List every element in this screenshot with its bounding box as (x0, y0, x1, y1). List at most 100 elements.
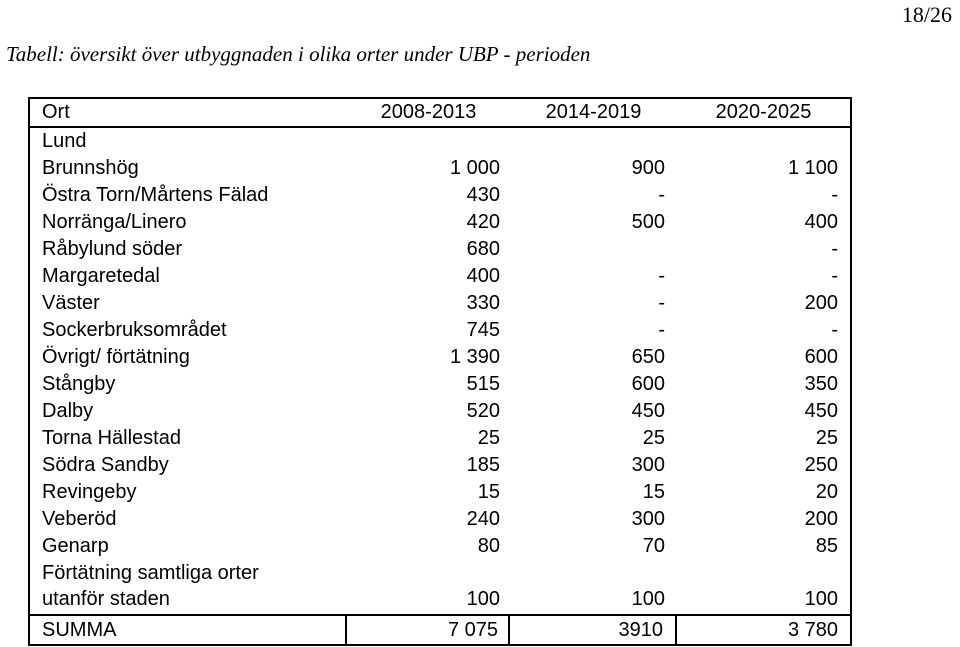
cell-period-2: - (658, 265, 665, 287)
cell-period-1: 100 (466, 588, 500, 610)
cell-period-1: 1 000 (449, 157, 500, 179)
header-ort: Ort (42, 101, 70, 123)
cell-period-3: - (831, 265, 838, 287)
cell-period-3: - (831, 238, 838, 260)
row-label: Råbylund söder (42, 238, 183, 260)
cell-period-2: - (658, 319, 665, 341)
cell-period-2: 15 (642, 481, 665, 503)
table-row: Norränga/Linero 420 500 400 (30, 209, 850, 236)
cell-period-3: 25 (815, 427, 838, 449)
row-label: Väster (42, 292, 100, 314)
cell-period-1: 400 (466, 265, 500, 287)
row-label: Genarp (42, 535, 109, 557)
row-label: Revingeby (42, 481, 137, 503)
cell-period-2: 100 (631, 588, 665, 610)
cell-period-3: 85 (815, 535, 838, 557)
table-summary-row: SUMMA 7 075 3910 3 780 (30, 614, 850, 644)
table-row: Råbylund söder 680 - (30, 236, 850, 263)
cell-period-1: 185 (466, 454, 500, 476)
row-label: Övrigt/ förtätning (42, 346, 190, 368)
cell-period-3: 20 (815, 481, 838, 503)
cell-period-2: 500 (631, 211, 665, 233)
table-header-row: Ort 2008-2013 2014-2019 2020-2025 (30, 99, 850, 128)
cell-period-1: 430 (466, 184, 500, 206)
cell-period-3: 1 100 (787, 157, 838, 179)
cell-period-1: 515 (466, 373, 500, 395)
cell-period-2: 600 (631, 373, 665, 395)
table-caption: Tabell: översikt över utbyggnaden i olik… (6, 42, 591, 66)
table-row: Genarp 80 70 85 (30, 533, 850, 560)
table-row: Lund (30, 128, 850, 155)
cell-period-3: 100 (804, 588, 838, 610)
cell-period-1: 520 (466, 400, 500, 422)
table-row: Väster 330 - 200 (30, 290, 850, 317)
summary-label: SUMMA (30, 616, 347, 644)
table-body: Lund Brunnshög 1 000 900 1 100 Östra Torn/Mår… (30, 128, 850, 560)
cell-period-3: 200 (804, 292, 838, 314)
table-row: Stångby 515 600 350 (30, 371, 850, 398)
table-row: Margaretedal 400 - - (30, 263, 850, 290)
summary-period-2: 3910 (510, 616, 677, 644)
row-label-line2: utanför staden (42, 588, 170, 610)
row-label: Brunnshög (42, 157, 139, 179)
header-period-2: 2014-2019 (545, 101, 642, 123)
table-row: Veberöd 240 300 200 (30, 506, 850, 533)
row-label: Veberöd (42, 508, 117, 530)
cell-period-1: 420 (466, 211, 500, 233)
cell-period-1 (347, 128, 510, 155)
cell-period-3: 450 (804, 400, 838, 422)
table-row: Övrigt/ förtätning 1 390 650 600 (30, 344, 850, 371)
cell-period-2: 300 (631, 454, 665, 476)
cell-period-2: 650 (631, 346, 665, 368)
cell-period-2: 900 (631, 157, 665, 179)
table-row: Östra Torn/Mårtens Fälad 430 - - (30, 182, 850, 209)
row-label-multiline: Förtätning samtliga orter utanför staden (30, 560, 347, 614)
overview-table: Ort 2008-2013 2014-2019 2020-2025 Lund Br… (28, 97, 852, 646)
row-label: Stångby (42, 373, 116, 395)
cell-period-3 (677, 128, 850, 155)
cell-period-3: 250 (804, 454, 838, 476)
summary-period-1: 7 075 (347, 616, 510, 644)
cell-period-1: 745 (466, 319, 500, 341)
row-label: Lund (42, 130, 87, 152)
row-label: Torna Hällestad (42, 427, 181, 449)
row-label: Margaretedal (42, 265, 160, 287)
cell-period-1: 80 (477, 535, 500, 557)
row-label: Sockerbruksområdet (42, 319, 227, 341)
cell-period-2: - (658, 292, 665, 314)
cell-period-2 (510, 128, 677, 155)
row-label: Östra Torn/Mårtens Fälad (42, 184, 269, 206)
row-label: Dalby (42, 400, 94, 422)
cell-period-1: 330 (466, 292, 500, 314)
table-row: Revingeby 15 15 20 (30, 479, 850, 506)
table-row: Södra Sandby 185 300 250 (30, 452, 850, 479)
summary-period-3: 3 780 (787, 619, 838, 641)
cell-period-2: 25 (642, 427, 665, 449)
cell-period-3: - (831, 319, 838, 341)
table-row: Torna Hällestad 25 25 25 (30, 425, 850, 452)
cell-period-1: 680 (466, 238, 500, 260)
cell-period-2 (510, 236, 677, 263)
cell-period-3: 200 (804, 508, 838, 530)
cell-period-1: 25 (477, 427, 500, 449)
table-row: Sockerbruksområdet 745 - - (30, 317, 850, 344)
cell-period-1: 15 (477, 481, 500, 503)
cell-period-2: - (658, 184, 665, 206)
cell-period-3: - (831, 184, 838, 206)
page-number: 18/26 (901, 2, 952, 27)
row-label: Södra Sandby (42, 454, 169, 476)
cell-period-3: 350 (804, 373, 838, 395)
row-label: Norränga/Linero (42, 211, 187, 233)
cell-period-1: 1 390 (449, 346, 500, 368)
header-period-1: 2008-2013 (380, 101, 477, 123)
cell-period-2: 300 (631, 508, 665, 530)
row-label-line1: Förtätning samtliga orter (42, 562, 259, 584)
header-period-3: 2020-2025 (715, 101, 812, 123)
table-row: Brunnshög 1 000 900 1 100 (30, 155, 850, 182)
cell-period-2: 450 (631, 400, 665, 422)
cell-period-3: 400 (804, 211, 838, 233)
cell-period-2: 70 (642, 535, 665, 557)
cell-period-3: 600 (804, 346, 838, 368)
table-row: Dalby 520 450 450 (30, 398, 850, 425)
cell-period-1: 240 (466, 508, 500, 530)
